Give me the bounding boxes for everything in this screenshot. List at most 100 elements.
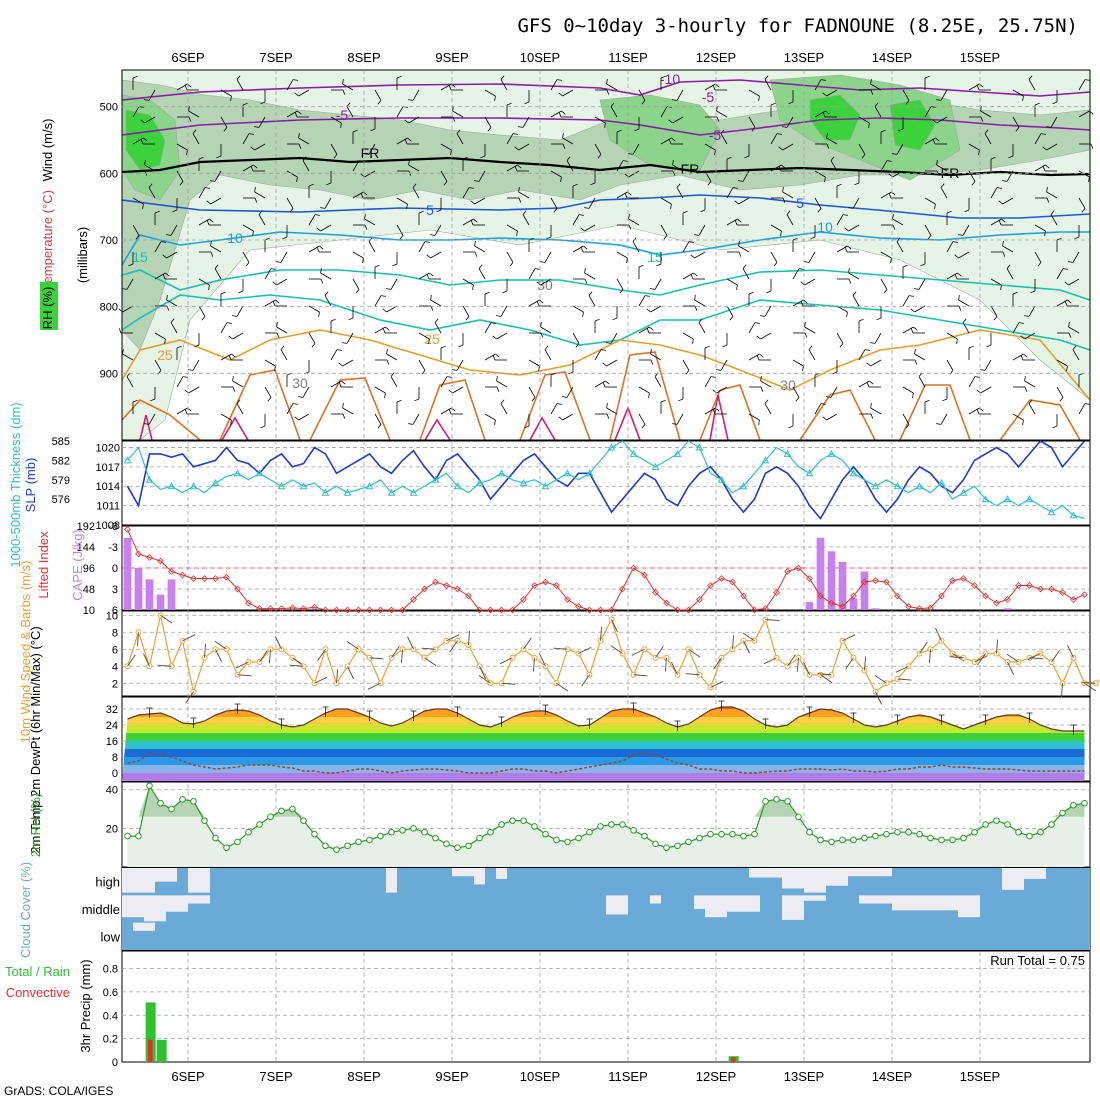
wind-barb-flag xyxy=(847,207,854,209)
lifted-index-point xyxy=(762,605,769,612)
surface-wind-barb xyxy=(499,657,513,665)
wind-barb-flag xyxy=(971,181,976,186)
wind-barb-flag xyxy=(166,294,168,301)
y-tick-label: 1008 xyxy=(96,520,120,532)
surface-wind-barb xyxy=(977,653,986,666)
wind-barb-flag xyxy=(1002,251,1006,257)
wind-barb-flag xyxy=(342,78,344,85)
wind-barb-flag xyxy=(298,132,300,139)
temperature-contour xyxy=(221,416,249,441)
wind-barb xyxy=(220,413,232,421)
lifted-index-point xyxy=(1048,585,1055,593)
wind-barb-flag xyxy=(1037,262,1042,267)
wind-barb-flag xyxy=(294,416,299,421)
wind-barb xyxy=(132,197,144,205)
wind-barb xyxy=(430,299,442,307)
wind-barb xyxy=(170,322,178,334)
surface-wind-barb xyxy=(336,669,339,684)
thickness-point xyxy=(211,478,220,486)
wind-barb-flag xyxy=(692,338,694,345)
surface-wind-barb xyxy=(842,634,856,642)
wind-barb-flag xyxy=(1045,164,1050,169)
cape-bar xyxy=(805,602,814,610)
wind-barb-flag xyxy=(292,403,299,405)
wind-barb-flag xyxy=(693,272,698,277)
wind-barb-flag xyxy=(546,236,552,240)
lifted-index-point xyxy=(1070,596,1077,603)
wind-barb xyxy=(770,164,782,172)
wind-barb-flag xyxy=(1064,281,1069,286)
rh-point xyxy=(773,796,780,803)
wind-barb-flag xyxy=(338,362,343,367)
wind-barb-flag xyxy=(980,116,984,122)
wind-barb-flag xyxy=(560,176,562,183)
wind-barb xyxy=(902,413,910,425)
lifted-index-point xyxy=(179,571,186,579)
pressure-tick: 500 xyxy=(100,102,118,114)
wind-barb xyxy=(858,143,866,155)
wind-barb xyxy=(408,116,420,124)
wind-barb-flag xyxy=(377,100,382,105)
wind-barb-flag xyxy=(1062,268,1069,270)
wind-barb-flag xyxy=(582,311,584,318)
thickness-point xyxy=(365,482,374,490)
surface-wind-barb xyxy=(468,631,471,646)
wind-barb-flag xyxy=(360,193,364,199)
wind-barb xyxy=(374,386,386,394)
y-tick-label: 0 xyxy=(112,563,118,575)
wind-barb-flag xyxy=(319,207,326,209)
rh-point xyxy=(663,844,670,851)
wind-barb xyxy=(676,89,684,101)
wind-barb-flag xyxy=(594,318,600,322)
temperature-contour xyxy=(609,351,681,441)
wind-barb-flag xyxy=(473,218,478,223)
wind-barb xyxy=(660,106,668,118)
wind-barb xyxy=(396,106,404,118)
lifted-index-point xyxy=(509,606,516,614)
wind-barb xyxy=(242,224,254,232)
wind-barb xyxy=(1034,133,1042,145)
thickness-point xyxy=(629,449,638,457)
wind-barb-flag xyxy=(272,301,276,307)
wind-barb-flag xyxy=(380,295,387,297)
cloud-cover-block xyxy=(606,895,628,915)
wind-barb xyxy=(484,116,492,128)
wind-barb-flag xyxy=(495,353,500,358)
wind-barb-flag xyxy=(182,376,189,378)
lifted-index-point xyxy=(817,592,824,600)
cloud-cover-block xyxy=(749,868,782,878)
lifted-index-point xyxy=(388,606,395,614)
wind-barb-flag xyxy=(556,79,563,81)
thickness-point xyxy=(255,469,264,477)
wind-barb-flag xyxy=(164,338,166,345)
wind-barb-flag xyxy=(998,220,1002,226)
cloud-level-label: middle xyxy=(82,902,120,917)
wind-barb xyxy=(638,326,650,334)
wind-barb-flag xyxy=(993,316,998,321)
wind-barb-flag xyxy=(663,235,668,240)
lifted-index-point xyxy=(245,599,252,607)
wind-barb xyxy=(528,359,540,367)
wind-barb-flag xyxy=(539,261,546,263)
panel-frame-upper xyxy=(121,69,1091,441)
wind-barb xyxy=(440,83,452,91)
wind-barb xyxy=(462,278,474,286)
wind-barb-flag xyxy=(910,308,915,313)
rh-point xyxy=(685,838,692,846)
run-total-annotation: Run Total = 0.75 xyxy=(990,953,1085,968)
wind-barb-flag xyxy=(253,126,260,128)
wind-barb xyxy=(412,413,420,425)
wind-barb xyxy=(286,403,294,415)
wind-barb xyxy=(286,170,298,178)
wind-barb-flag xyxy=(738,240,740,247)
thickness-point xyxy=(145,475,154,483)
thickness-point xyxy=(497,469,506,477)
wind-barb-flag xyxy=(1042,146,1047,151)
wind-barb xyxy=(1034,251,1042,263)
wind-barb xyxy=(220,353,232,361)
wind-barb-flag xyxy=(424,241,431,243)
wind-barb xyxy=(374,326,386,334)
wind-barb-flag xyxy=(914,348,916,355)
wind-barb-flag xyxy=(588,291,593,296)
